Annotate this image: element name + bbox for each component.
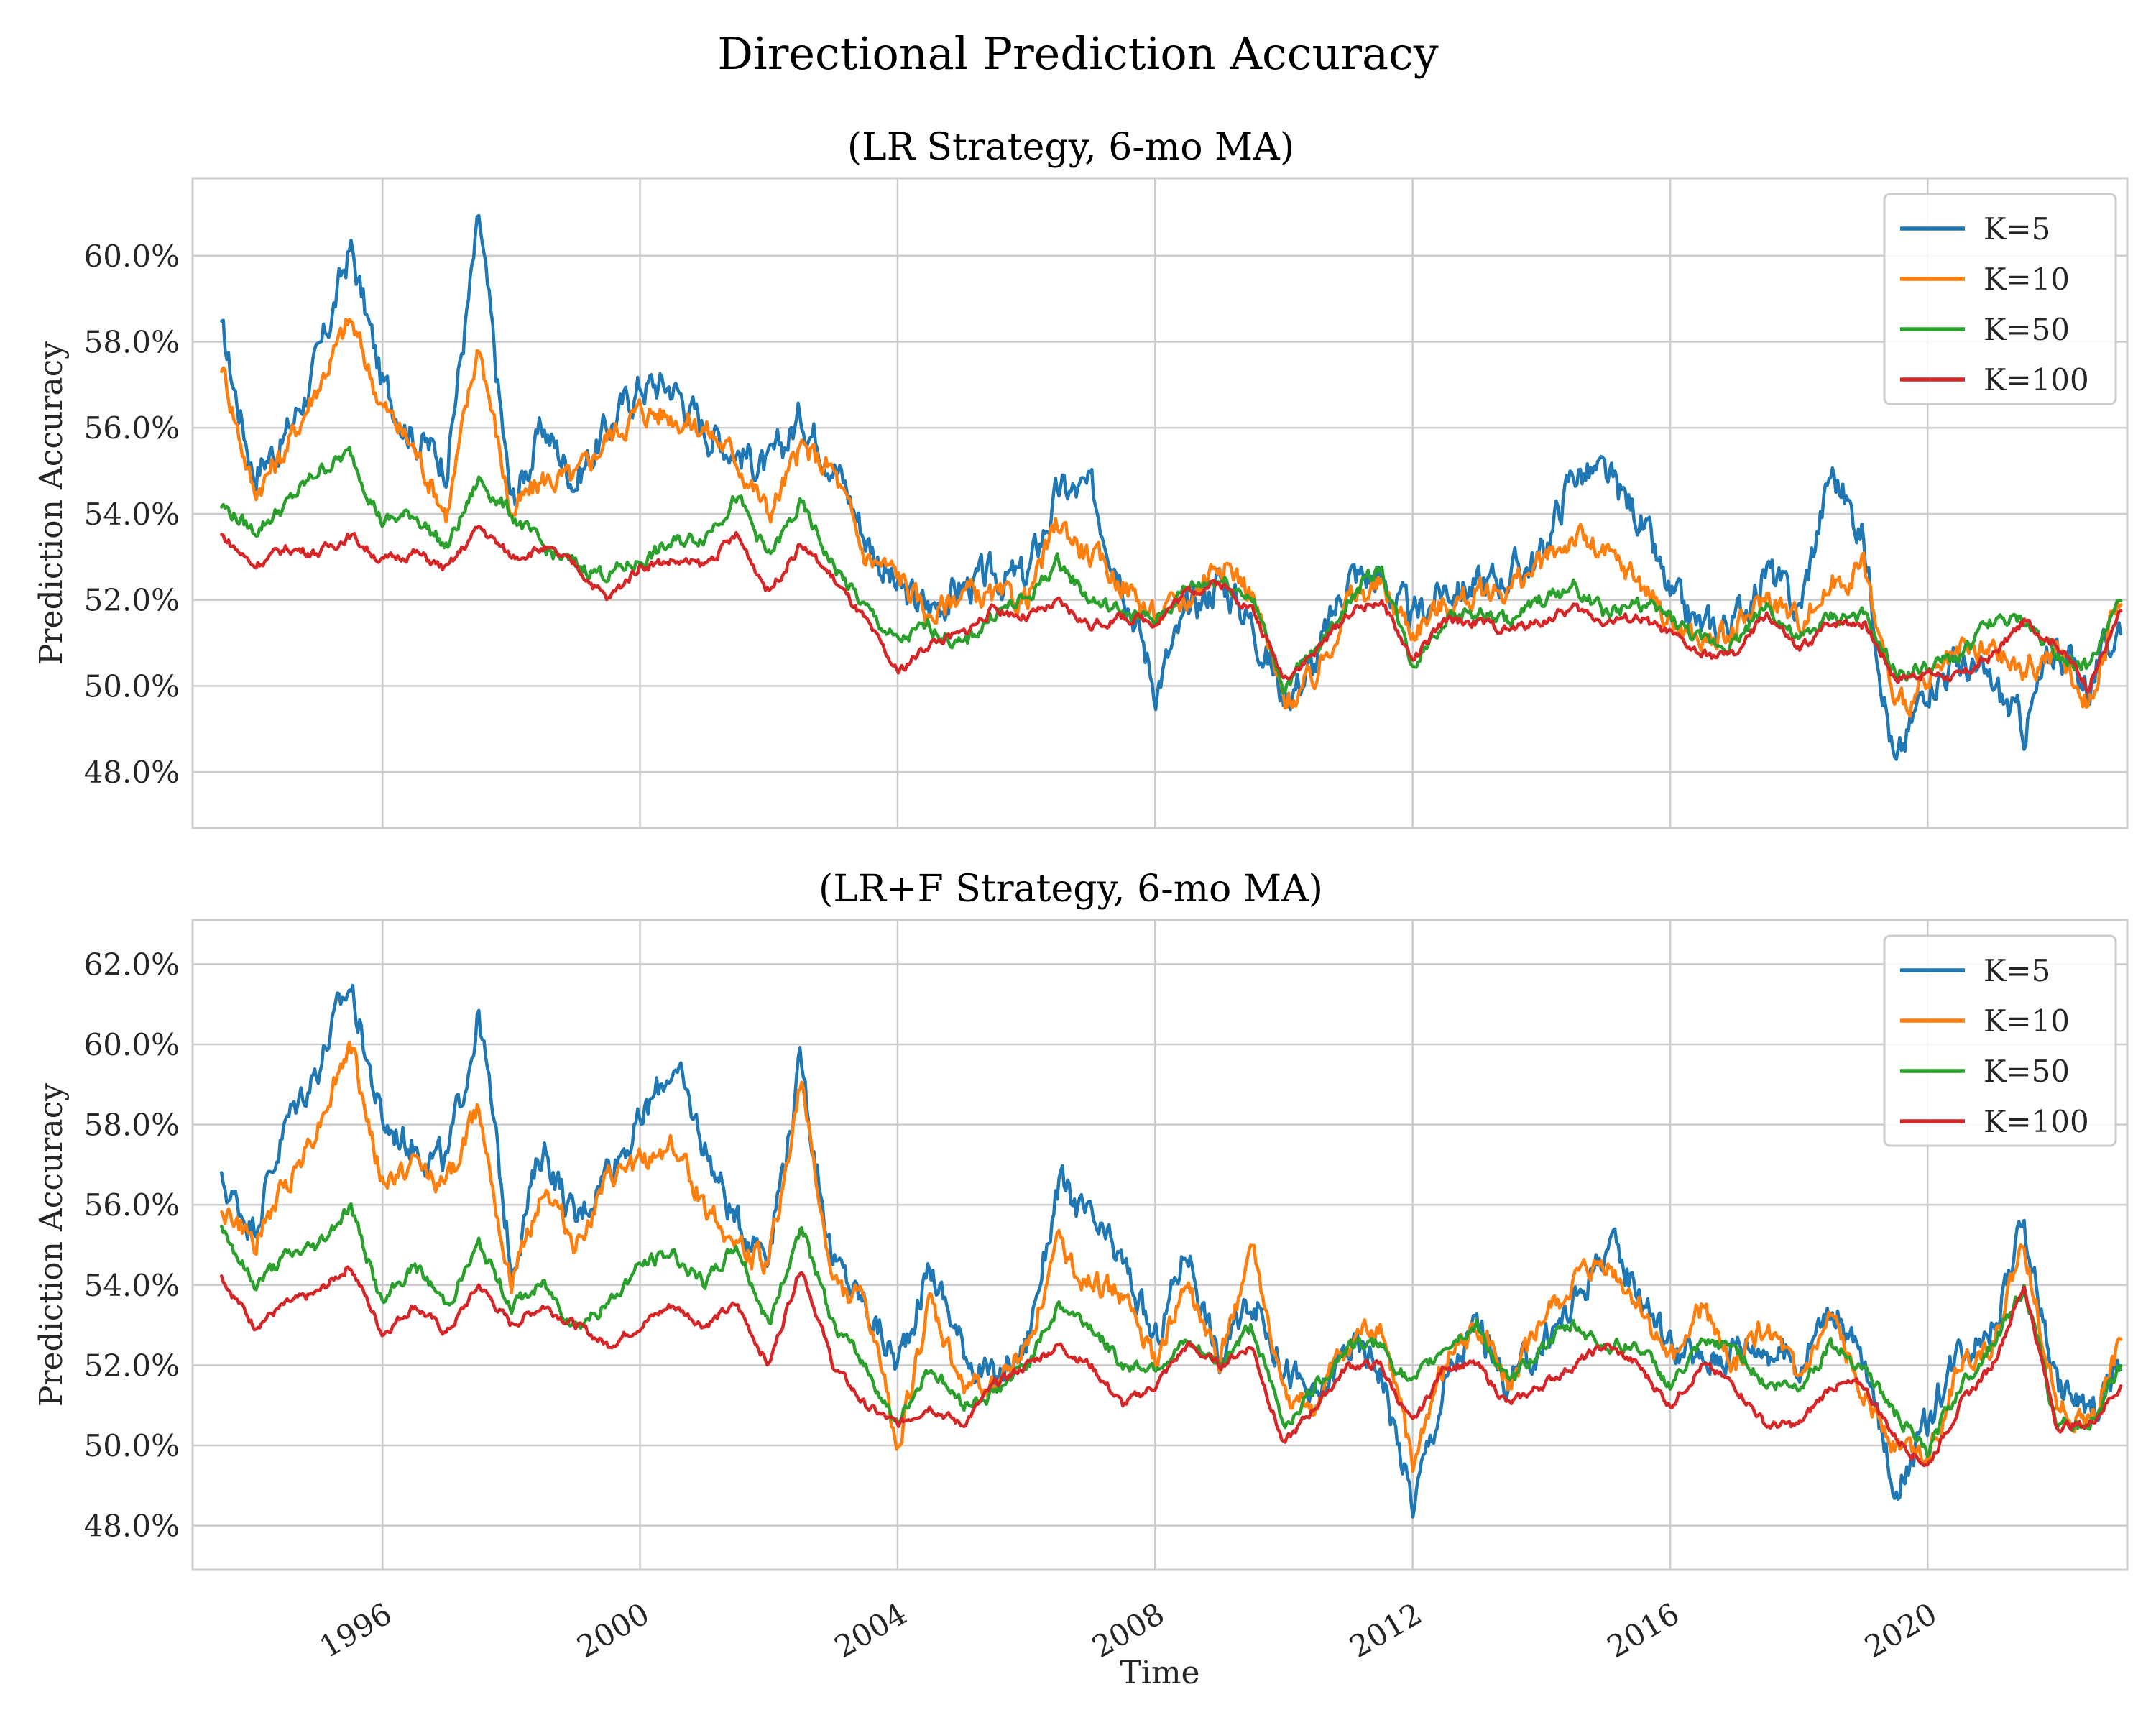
panel-title-lrf: (LR+F Strategy, 6-mo MA): [819, 868, 1323, 911]
x-tick-label: 2020: [1858, 1596, 1943, 1665]
y-tick-label: 54.0%: [84, 497, 180, 532]
x-tick-label: 2004: [829, 1596, 913, 1665]
y-tick-label: 56.0%: [84, 410, 180, 446]
x-tick-label: 2000: [571, 1596, 655, 1665]
legend-label: K=50: [1984, 1054, 2070, 1089]
legend-label: K=100: [1984, 1104, 2089, 1139]
x-axis-label: Time: [1120, 1655, 1199, 1691]
legend-label: K=10: [1984, 262, 2070, 297]
legend-lrf: K=5 K=10 K=50 K=100: [1883, 934, 2117, 1147]
legend-label: K=10: [1984, 1003, 2070, 1039]
panel-lrf-strategy: (LR+F Strategy, 6-mo MA) 48.0% 50.0% 52.0%…: [33, 868, 2129, 1665]
y-tick-label: 56.0%: [84, 1187, 180, 1223]
y-tick-label: 50.0%: [84, 668, 180, 704]
y-tick-label: 58.0%: [84, 324, 180, 359]
series-line-k50: [220, 446, 2123, 695]
legend-label: K=100: [1984, 362, 2089, 397]
series-line-k10: [220, 318, 2123, 718]
y-tick-label: 52.0%: [84, 1348, 180, 1383]
legend-label: K=5: [1984, 953, 2050, 988]
series-line-k50: [220, 1202, 2123, 1458]
y-tick-label: 48.0%: [84, 755, 180, 790]
panel-lr-strategy: (LR Strategy, 6-mo MA) 48.0% 50.0% 52.0% 54…: [33, 126, 2129, 829]
legend-label: K=5: [1984, 211, 2050, 247]
y-tick-label: 50.0%: [84, 1428, 180, 1463]
legend-box: [1883, 934, 2117, 1147]
y-tick-labels-lr: 48.0% 50.0% 52.0% 54.0% 56.0% 58.0% 60.0%: [84, 239, 180, 790]
series-line-k5: [220, 213, 2123, 761]
series-line-k10: [220, 1040, 2123, 1473]
x-tick-label: 1996: [313, 1596, 397, 1665]
y-tick-label: 52.0%: [84, 583, 180, 618]
y-axis-label-lr: Prediction Accuracy: [33, 341, 70, 665]
gridlines-lrf: [193, 920, 2127, 1570]
y-tick-labels-lrf: 48.0% 50.0% 52.0% 54.0% 56.0% 58.0% 60.0% 62.0%: [84, 947, 180, 1543]
y-tick-label: 58.0%: [84, 1108, 180, 1143]
x-tick-label: 2012: [1344, 1596, 1428, 1665]
y-tick-label: 48.0%: [84, 1509, 180, 1544]
y-tick-label: 62.0%: [84, 947, 180, 982]
legend-lr: K=5 K=10 K=50 K=100: [1883, 193, 2117, 405]
y-axis-label-lrf: Prediction Accuracy: [33, 1083, 70, 1407]
series-lines-lr: [220, 213, 2123, 761]
panel-title-lr: (LR Strategy, 6-mo MA): [847, 126, 1294, 169]
plot-frame-lrf: [191, 919, 2129, 1571]
y-tick-label: 54.0%: [84, 1268, 180, 1303]
series-line-k5: [220, 983, 2123, 1519]
y-tick-label: 60.0%: [84, 1027, 180, 1062]
series-line-k100: [220, 1265, 2123, 1468]
plot-frame-lr: [191, 177, 2129, 829]
y-tick-label: 60.0%: [84, 239, 180, 274]
legend-box: [1883, 193, 2117, 405]
series-line-k100: [220, 525, 2123, 694]
legend-label: K=50: [1984, 312, 2070, 347]
x-tick-label: 2016: [1601, 1596, 1685, 1665]
gridlines-lr: [193, 178, 2127, 828]
series-lines-lrf: [220, 983, 2123, 1519]
figure-title: Directional Prediction Accuracy: [717, 27, 1439, 80]
